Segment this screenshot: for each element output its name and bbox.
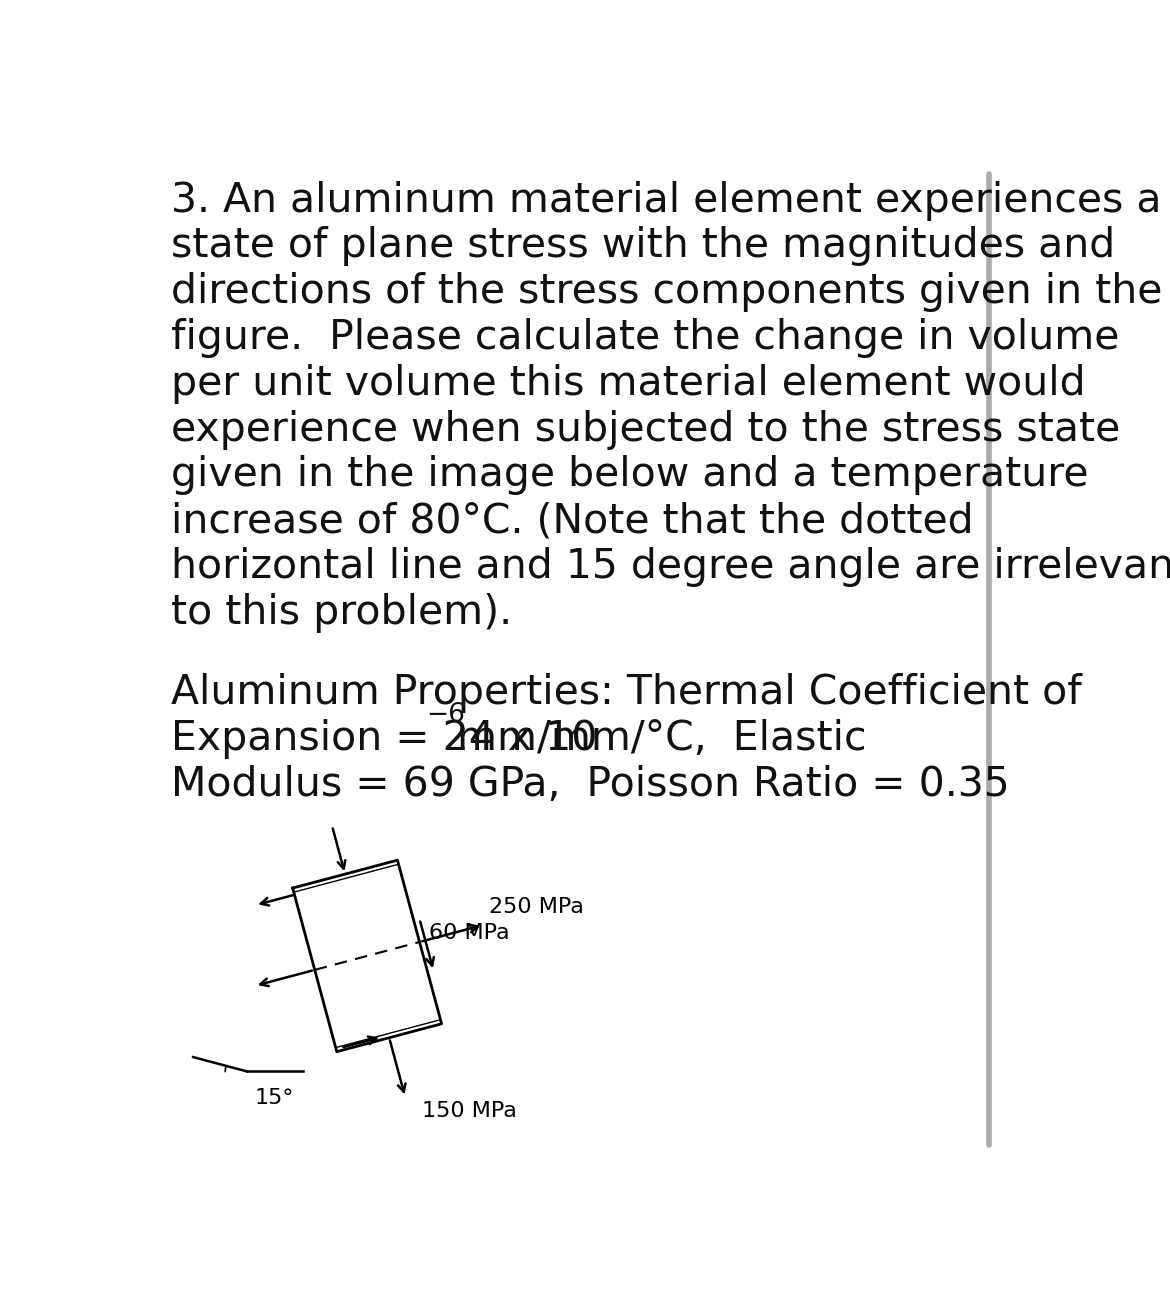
- Text: directions of the stress components given in the: directions of the stress components give…: [171, 272, 1163, 312]
- Text: figure.  Please calculate the change in volume: figure. Please calculate the change in v…: [171, 318, 1120, 358]
- Text: to this problem).: to this problem).: [171, 593, 512, 632]
- Text: 15°: 15°: [255, 1089, 294, 1109]
- Text: −6: −6: [427, 702, 466, 728]
- Text: mm/mm/°C,  Elastic: mm/mm/°C, Elastic: [443, 719, 866, 760]
- Text: experience when subjected to the stress state: experience when subjected to the stress …: [171, 409, 1121, 450]
- Text: Aluminum Properties: Thermal Coefficient of: Aluminum Properties: Thermal Coefficient…: [171, 673, 1082, 714]
- Text: 250 MPa: 250 MPa: [489, 897, 584, 917]
- Text: state of plane stress with the magnitudes and: state of plane stress with the magnitude…: [171, 227, 1115, 266]
- Text: horizontal line and 15 degree angle are irrelevant: horizontal line and 15 degree angle are …: [171, 547, 1170, 586]
- Text: 3. An aluminum material element experiences a: 3. An aluminum material element experien…: [171, 181, 1162, 220]
- Text: increase of 80°C. (Note that the dotted: increase of 80°C. (Note that the dotted: [171, 501, 973, 542]
- Text: Modulus = 69 GPa,  Poisson Ratio = 0.35: Modulus = 69 GPa, Poisson Ratio = 0.35: [171, 765, 1010, 806]
- Text: 60 MPa: 60 MPa: [429, 922, 509, 943]
- Text: given in the image below and a temperature: given in the image below and a temperatu…: [171, 455, 1088, 496]
- Text: per unit volume this material element would: per unit volume this material element wo…: [171, 363, 1086, 404]
- Text: Expansion = 24 x 10: Expansion = 24 x 10: [171, 719, 598, 760]
- Text: 150 MPa: 150 MPa: [422, 1101, 517, 1120]
